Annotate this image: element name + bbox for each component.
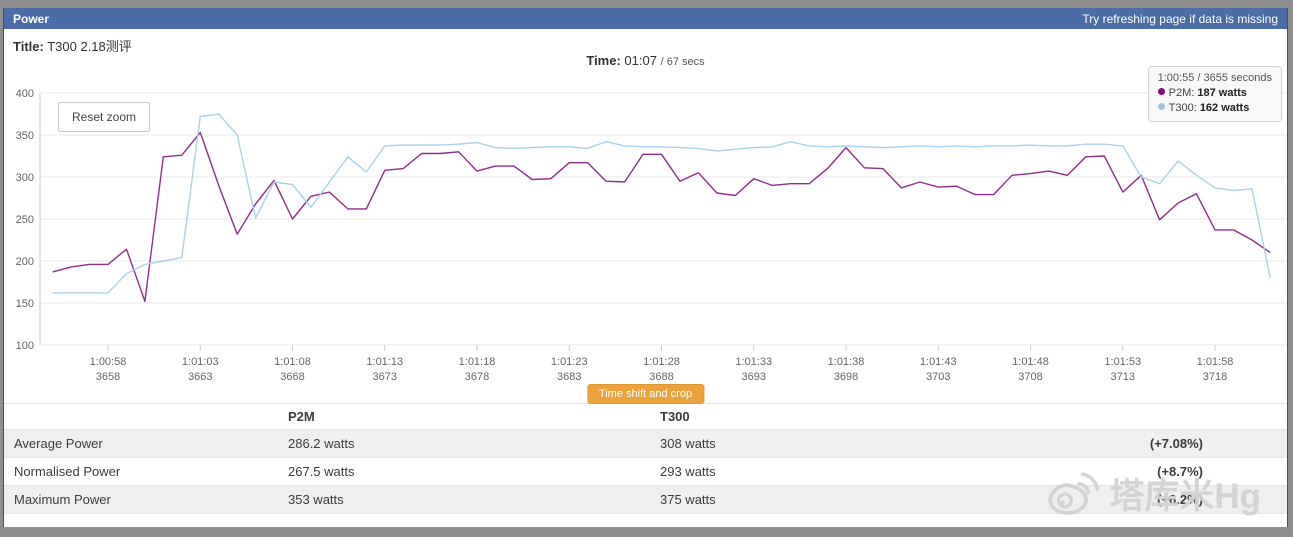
x-axis-seconds-label: 3683 <box>557 371 581 383</box>
x-axis-time-label: 1:01:03 <box>182 356 219 368</box>
x-axis-seconds-label: 3693 <box>742 371 766 383</box>
y-axis-label: 350 <box>16 130 34 142</box>
column-header-t300: T300 <box>660 403 1040 430</box>
title-value: T300 2.18测评 <box>47 39 132 54</box>
x-axis-time-label: 1:01:38 <box>828 356 865 368</box>
x-axis-seconds-label: 3663 <box>188 371 212 383</box>
refresh-hint: Try refreshing page if data is missing <box>1082 11 1278 26</box>
table-row: Average Power 286.2 watts 308 watts (+7.08%… <box>4 429 1287 458</box>
y-axis-label: 150 <box>16 298 34 310</box>
x-axis-seconds-label: 3678 <box>465 371 489 383</box>
table-cell: Maximum Power <box>14 492 111 507</box>
table-cell: (+7.08%) <box>1149 436 1203 451</box>
power-panel: Power Try refreshing page if data is mis… <box>3 8 1288 527</box>
series-marker-icon <box>1157 88 1165 95</box>
series-marker-icon <box>1157 103 1165 110</box>
table-cell: Average Power <box>14 436 103 451</box>
table-cell: Normalised Power <box>14 464 121 479</box>
table-cell: 308 watts <box>660 436 716 451</box>
power-summary-table: P2M T300 Average Power 286.2 watts 308 watt… <box>4 403 1287 514</box>
x-axis-seconds-label: 3673 <box>373 371 397 383</box>
x-axis-time-label: 1:00:58 <box>90 356 127 368</box>
y-axis-label: 400 <box>16 88 34 100</box>
table-cell: 293 watts <box>660 464 716 479</box>
x-axis-seconds-label: 3703 <box>926 371 950 383</box>
y-axis-label: 250 <box>16 214 34 226</box>
table-row: Normalised Power 267.5 watts 293 watts (+8.… <box>4 457 1287 486</box>
tooltip-item-t300: T300: 162 watts <box>1157 101 1272 116</box>
x-axis-seconds-label: 3708 <box>1018 371 1042 383</box>
time-value: 01:07 <box>624 53 657 68</box>
x-axis-seconds-label: 3668 <box>280 371 304 383</box>
x-axis-seconds-label: 3713 <box>1111 371 1135 383</box>
table-cell: 267.5 watts <box>288 464 355 479</box>
x-axis-seconds-label: 3698 <box>834 371 858 383</box>
table-cell: 353 watts <box>288 492 344 507</box>
table-header-row: P2M T300 <box>4 403 1287 430</box>
x-axis-time-label: 1:01:18 <box>459 356 496 368</box>
tooltip-item-p2m: P2M: 187 watts <box>1157 86 1272 101</box>
x-axis-seconds-label: 3658 <box>96 371 120 383</box>
x-axis-time-label: 1:01:58 <box>1197 356 1234 368</box>
series-line-p2m <box>52 131 1271 303</box>
table-row: Maximum Power 353 watts 375 watts (+6.2%) <box>4 485 1287 514</box>
reset-zoom-button[interactable]: Reset zoom <box>58 102 151 132</box>
x-axis-time-label: 1:01:13 <box>366 356 403 368</box>
y-axis-label: 100 <box>16 340 34 352</box>
chart-tooltip: 1:00:55 / 3655 seconds P2M: 187 watts T30… <box>1147 66 1282 122</box>
column-header-p2m: P2M <box>288 403 660 430</box>
chart-title-row: Title: T300 2.18测评 <box>13 36 132 55</box>
table-cell: 375 watts <box>660 492 716 507</box>
x-axis-time-label: 1:01:33 <box>735 356 772 368</box>
time-label: Time: <box>586 53 621 68</box>
x-axis-time-label: 1:01:48 <box>1012 356 1049 368</box>
table-cell: (+6.2%) <box>1157 492 1203 507</box>
x-axis-seconds-label: 3688 <box>649 371 673 383</box>
time-duration: / 67 secs <box>660 56 705 68</box>
y-axis-label: 300 <box>16 172 34 184</box>
y-axis-label: 200 <box>16 256 34 268</box>
tooltip-timestamp: 1:00:55 / 3655 seconds <box>1157 72 1272 84</box>
x-axis-time-label: 1:01:43 <box>920 356 957 368</box>
time-shift-crop-button[interactable]: Time shift and crop <box>586 384 705 404</box>
x-axis-seconds-label: 3718 <box>1203 371 1227 383</box>
page-title: Power <box>13 11 50 26</box>
x-axis-time-label: 1:01:08 <box>274 356 311 368</box>
column-header <box>1040 403 1287 430</box>
series-line-t300 <box>52 113 1271 294</box>
x-axis-time-label: 1:01:28 <box>643 356 680 368</box>
x-axis-time-label: 1:01:53 <box>1104 356 1141 368</box>
power-chart[interactable]: 100 150 200 250 300 350 400 1:00:58 3658 1:01:03 3… <box>4 68 1289 403</box>
titlebar: Power Try refreshing page if data is mis… <box>4 8 1287 29</box>
table-cell: (+8.7%) <box>1157 464 1203 479</box>
chart-area: 100 150 200 250 300 350 400 1:00:58 3658 1:01:03 3… <box>4 68 1289 403</box>
title-label: Title: <box>13 39 44 54</box>
x-axis-time-label: 1:01:23 <box>551 356 588 368</box>
time-row: Time: 01:07 / 67 secs <box>4 53 1287 68</box>
column-header <box>4 403 288 430</box>
table-cell: 286.2 watts <box>288 436 355 451</box>
